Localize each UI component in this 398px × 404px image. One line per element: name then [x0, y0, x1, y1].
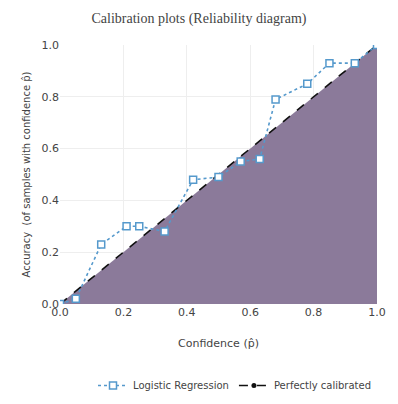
svg-text:Calibration plots (Reliability: Calibration plots (Reliability diagram): [91, 11, 306, 27]
svg-text:0.8: 0.8: [42, 91, 60, 104]
svg-text:0.8: 0.8: [305, 306, 323, 319]
svg-text:Confidence (p̂): Confidence (p̂): [178, 337, 259, 350]
svg-text:Perfectly calibrated: Perfectly calibrated: [274, 380, 371, 391]
svg-text:1.0: 1.0: [368, 306, 386, 319]
svg-text:Logistic Regression: Logistic Regression: [133, 380, 229, 391]
svg-text:0.6: 0.6: [42, 142, 60, 155]
svg-text:0.6: 0.6: [241, 306, 259, 319]
svg-text:1.0: 1.0: [42, 39, 60, 52]
svg-text:Accuracy (of samples with con: Accuracy (of samples with confidence p̂): [21, 71, 32, 277]
svg-text:0.4: 0.4: [178, 306, 196, 319]
svg-text:0.2: 0.2: [115, 306, 132, 319]
svg-text:0.4: 0.4: [42, 194, 60, 207]
svg-text:0.2: 0.2: [42, 246, 60, 259]
svg-text:0.0: 0.0: [42, 298, 60, 311]
svg-text:0.0: 0.0: [51, 306, 69, 319]
